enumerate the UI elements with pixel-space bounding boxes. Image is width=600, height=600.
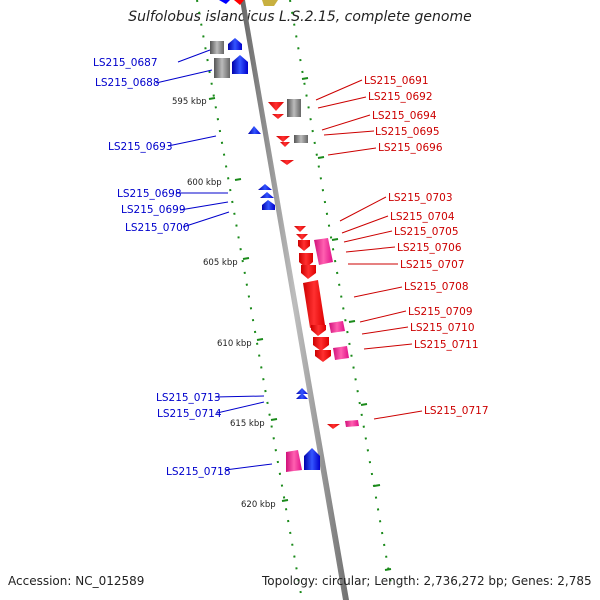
scale-label: 605 kbp <box>203 258 238 268</box>
gene-LS215_0699-shape <box>260 192 274 198</box>
gene-blue-0687-arrow <box>228 38 242 50</box>
gene-label-LS215_0713: LS215_0713 <box>156 392 221 404</box>
scale-labels: 595 kbp 600 kbp 605 kbp 610 kbp 615 kbp … <box>172 97 276 510</box>
gene-LS215_0693-shape <box>248 126 261 134</box>
gene-label-LS215_0699: LS215_0699 <box>121 204 186 216</box>
map-title: Sulfolobus islandicus L.S.2.15, complete… <box>128 9 472 25</box>
gene-label-LS215_0705: LS215_0705 <box>394 226 459 238</box>
accession-text: Accession: NC_012589 <box>8 574 145 588</box>
gene-label-LS215_0695: LS215_0695 <box>375 126 440 138</box>
gene-label-LS215_0696: LS215_0696 <box>378 142 443 154</box>
left-leader-lines <box>155 49 273 471</box>
gene-LS215_0696-shape <box>280 160 294 165</box>
gene-pink-0709 <box>329 321 345 333</box>
gene-label-LS215_0694: LS215_0694 <box>372 110 437 122</box>
gene-LS215_0691-shape <box>268 102 284 111</box>
gene-label-LS215_0709: LS215_0709 <box>408 306 473 318</box>
gene-LS215_0709-shape <box>311 325 326 336</box>
gene-LS215_0687-shape <box>210 41 224 54</box>
genome-summary: Topology: circular; Length: 2,736,272 bp… <box>262 574 592 588</box>
scale-label: 595 kbp <box>172 97 207 107</box>
gene-LS215_0695-shape <box>280 142 290 147</box>
top-yellow-marker <box>262 0 278 6</box>
forward-genes <box>268 99 359 429</box>
gene-blue-0688-arrow <box>232 55 248 74</box>
right-leader-lines <box>315 79 423 420</box>
gene-LS215_0705-shape <box>298 240 310 251</box>
gene-label-LS215_0708: LS215_0708 <box>404 281 469 293</box>
gene-LS215_0688-shape <box>214 58 230 78</box>
gene-LS215_0692-shape <box>272 114 284 119</box>
top-red-marker <box>234 0 244 5</box>
gene-pink-0711 <box>333 346 349 360</box>
genome-backbone <box>240 0 349 600</box>
gene-label-LS215_0706: LS215_0706 <box>397 242 462 254</box>
gene-LS215_0718-pink <box>286 450 302 472</box>
gene-LS215_0717-shape <box>327 424 340 429</box>
gene-label-LS215_0688: LS215_0688 <box>95 77 160 89</box>
right-gene-labels: LS215_0691 LS215_0692 LS215_0694 LS215_0… <box>364 75 489 417</box>
gene-LS215_0698-shape <box>258 184 272 190</box>
scale-label: 615 kbp <box>230 419 265 429</box>
gene-LS215_0710-shape <box>313 337 329 351</box>
gene-LS215_0718-blue <box>304 448 320 470</box>
gene-label-LS215_0717: LS215_0717 <box>424 405 489 417</box>
gene-pink-0717 <box>345 420 359 427</box>
gene-pink-0705 <box>314 238 333 265</box>
gene-label-LS215_0710: LS215_0710 <box>410 322 475 334</box>
gene-LS215_0711-shape <box>315 350 331 362</box>
gene-LS215_0706-shape <box>299 253 313 268</box>
gene-LS215_0704-shape <box>296 234 308 240</box>
scale-label: 610 kbp <box>217 339 252 349</box>
gene-label-LS215_0687: LS215_0687 <box>93 57 158 69</box>
reverse-genes <box>210 38 320 472</box>
gene-label-LS215_0707: LS215_0707 <box>400 259 465 271</box>
gene-label-LS215_0698: LS215_0698 <box>117 188 182 200</box>
gene-LS215_0708-shape <box>303 280 325 328</box>
gene-label-LS215_0692: LS215_0692 <box>368 91 433 103</box>
gene-label-LS215_0700: LS215_0700 <box>125 222 190 234</box>
gene-LS215_0713-shape <box>296 388 308 394</box>
gene-label-LS215_0711: LS215_0711 <box>414 339 479 351</box>
gene-LS215_0703-shape <box>294 226 306 232</box>
gene-LS215_0714-shape <box>296 393 308 399</box>
gene-label-LS215_0691: LS215_0691 <box>364 75 429 87</box>
gene-label-LS215_0714: LS215_0714 <box>157 408 222 420</box>
scale-label: 600 kbp <box>187 178 222 188</box>
gene-label-LS215_0718: LS215_0718 <box>166 466 231 478</box>
gene-label-LS215_0693: LS215_0693 <box>108 141 173 153</box>
scale-label: 620 kbp <box>241 500 276 510</box>
gene-label-LS215_0704: LS215_0704 <box>390 211 455 223</box>
gene-label-LS215_0703: LS215_0703 <box>388 192 453 204</box>
left-gene-labels: LS215_0687 LS215_0688 LS215_0693 LS215_0… <box>93 57 231 478</box>
top-blue-marker <box>219 0 230 4</box>
gene-gray-0692 <box>287 99 301 117</box>
scale-ticks <box>208 77 392 571</box>
gene-LS215_0700-shape <box>262 200 275 210</box>
gene-gray-0695 <box>294 135 308 143</box>
gene-LS215_0707-shape <box>301 265 316 279</box>
gene-LS215_0694-shape <box>276 136 290 142</box>
